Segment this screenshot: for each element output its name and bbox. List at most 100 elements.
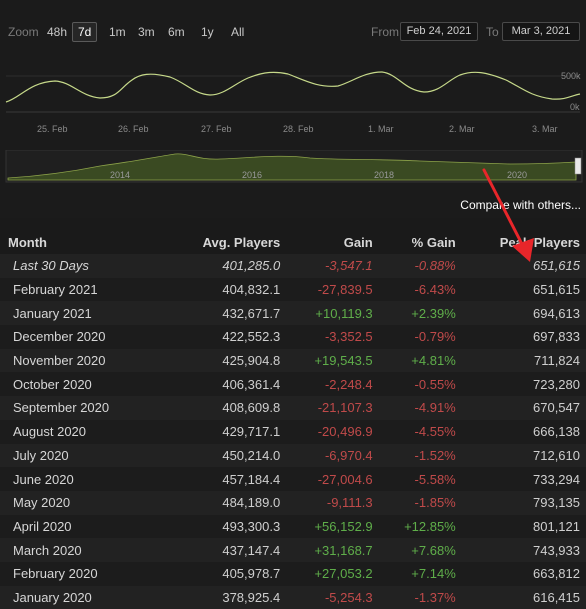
player-count-line: [5, 71, 581, 103]
col-gain-header[interactable]: Gain: [343, 234, 373, 250]
arrow-head: [512, 238, 534, 262]
cell-pct-gain: -0.79%: [414, 329, 456, 345]
cell-month: August 2020: [13, 424, 87, 440]
from-date-input[interactable]: Feb 24, 2021: [400, 22, 478, 41]
cell-gain: -5,254.3: [324, 589, 373, 605]
cell-avg-players: 457,184.4: [222, 471, 281, 487]
to-label: To: [486, 25, 499, 39]
navigator-area: [7, 153, 577, 181]
cell-month: April 2020: [13, 518, 72, 534]
cell-month: Last 30 Days: [13, 258, 89, 274]
zoom-1y-button[interactable]: 1y: [201, 25, 214, 39]
cell-gain: -6,970.4: [324, 447, 373, 463]
cell-peak-players: 743,933: [533, 542, 580, 558]
table-row: February 2021 404,832.1 -27,839.5 -6.43% 651…: [0, 277, 586, 302]
table-row: January 2021 432,671.7 +10,119.3 +2.39% 694,…: [0, 301, 586, 326]
zoom-3m-button[interactable]: 3m: [138, 25, 155, 39]
cell-peak-players: 711,824: [533, 353, 580, 369]
col-avg-header[interactable]: Avg. Players: [202, 234, 281, 250]
cell-peak-players: 651,615: [533, 282, 580, 298]
zoom-48h-button[interactable]: 48h: [47, 25, 68, 39]
cell-avg-players: 484,189.0: [222, 495, 281, 511]
cell-pct-gain: +12.85%: [404, 518, 456, 534]
table-row: November 2020 425,904.8 +19,543.5 +4.81% 711…: [0, 348, 586, 373]
cell-gain: +56,152.9: [314, 518, 373, 534]
compare-link[interactable]: Compare with others...: [460, 198, 581, 212]
x-label-2-mar: 2. Mar: [449, 124, 475, 134]
cell-pct-gain: -1.37%: [414, 589, 456, 605]
cell-peak-players: 666,138: [533, 424, 580, 440]
cell-gain: -27,004.6: [317, 471, 373, 487]
cell-month: November 2020: [13, 353, 106, 369]
cell-month: February 2020: [13, 566, 98, 582]
zoom-1m-button[interactable]: 1m: [109, 25, 126, 39]
table-row: Last 30 Days 401,285.0 -3,547.1 -0.88% 651,6…: [0, 254, 586, 278]
cell-peak-players: 694,613: [533, 305, 580, 321]
cell-peak-players: 801,121: [533, 518, 580, 534]
cell-pct-gain: -1.52%: [414, 447, 456, 463]
x-label-27-feb: 27. Feb: [201, 124, 232, 134]
cell-avg-players: 432,671.7: [222, 305, 281, 321]
cell-month: May 2020: [13, 495, 71, 511]
table-row: October 2020 406,361.4 -2,248.4 -0.55% 723,2…: [0, 372, 586, 397]
x-label-1-mar: 1. Mar: [368, 124, 394, 134]
cell-gain: -3,352.5: [324, 329, 373, 345]
x-label-25-feb: 25. Feb: [37, 124, 68, 134]
x-label-26-feb: 26. Feb: [118, 124, 149, 134]
cell-gain: +31,168.7: [314, 542, 373, 558]
table-row: April 2020 493,300.3 +56,152.9 +12.85% 801,1…: [0, 514, 586, 539]
col-pct-gain-header[interactable]: % Gain: [411, 234, 456, 250]
x-label-3-mar: 3. Mar: [532, 124, 558, 134]
cell-avg-players: 401,285.0: [222, 258, 281, 274]
table-row: June 2020 457,184.4 -27,004.6 -5.58% 733,294: [0, 467, 586, 491]
col-month-header[interactable]: Month: [8, 234, 47, 250]
navigator-label-2016: 2016: [242, 170, 263, 180]
table-row: July 2020 450,214.0 -6,970.4 -1.52% 712,610: [0, 443, 586, 468]
cell-avg-players: 404,832.1: [222, 282, 281, 298]
x-axis-labels: 25. Feb 26. Feb 27. Feb 28. Feb 1. Mar 2…: [0, 124, 586, 136]
cell-avg-players: 493,300.3: [222, 518, 281, 534]
cell-avg-players: 408,609.8: [222, 400, 281, 416]
cell-gain: -9,111.3: [326, 495, 373, 511]
cell-month: October 2020: [13, 376, 92, 392]
navigator-label-2020: 2020: [507, 170, 528, 180]
cell-pct-gain: -1.85%: [414, 495, 456, 511]
cell-month: January 2021: [13, 305, 92, 321]
navigator-handle[interactable]: [574, 157, 582, 175]
cell-avg-players: 425,904.8: [222, 353, 281, 369]
cell-gain: -3,547.1: [324, 258, 373, 274]
annotation-arrow: [482, 168, 534, 262]
navigator-label-2014: 2014: [110, 170, 131, 180]
cell-avg-players: 405,978.7: [222, 566, 281, 582]
cell-pct-gain: -4.91%: [414, 400, 456, 416]
cell-pct-gain: +7.68%: [411, 542, 456, 558]
to-date-input[interactable]: Mar 3, 2021: [502, 22, 580, 41]
cell-gain: +10,119.3: [315, 305, 373, 321]
zoom-7d-button[interactable]: 7d: [72, 22, 98, 42]
table-row: May 2020 484,189.0 -9,111.3 -1.85% 793,135: [0, 490, 586, 515]
cell-peak-players: 663,812: [533, 566, 580, 582]
zoom-6m-button[interactable]: 6m: [168, 25, 185, 39]
cell-gain: -27,839.5: [317, 282, 373, 298]
cell-month: March 2020: [13, 542, 82, 558]
cell-avg-players: 422,552.3: [222, 329, 281, 345]
cell-peak-players: 793,135: [533, 495, 580, 511]
y-label-500k: 500k: [561, 71, 581, 81]
zoom-all-button[interactable]: All: [231, 25, 245, 39]
table-row: March 2020 437,147.4 +31,168.7 +7.68% 743,93…: [0, 538, 586, 562]
cell-pct-gain: +7.14%: [411, 566, 456, 582]
cell-avg-players: 437,147.4: [222, 542, 281, 558]
cell-avg-players: 429,717.1: [222, 424, 281, 440]
cell-peak-players: 723,280: [533, 376, 580, 392]
cell-month: January 2020: [13, 589, 92, 605]
cell-pct-gain: -6.43%: [414, 282, 456, 298]
cell-month: September 2020: [13, 400, 110, 416]
cell-pct-gain: +2.39%: [411, 305, 456, 321]
cell-peak-players: 733,294: [533, 471, 580, 487]
cell-pct-gain: -0.55%: [414, 376, 456, 392]
cell-pct-gain: +4.81%: [411, 353, 456, 369]
cell-month: February 2021: [13, 282, 98, 298]
table-row: December 2020 422,552.3 -3,352.5 -0.79% 697,…: [0, 325, 586, 349]
cell-month: December 2020: [13, 329, 106, 345]
cell-gain: -21,107.3: [317, 400, 373, 416]
